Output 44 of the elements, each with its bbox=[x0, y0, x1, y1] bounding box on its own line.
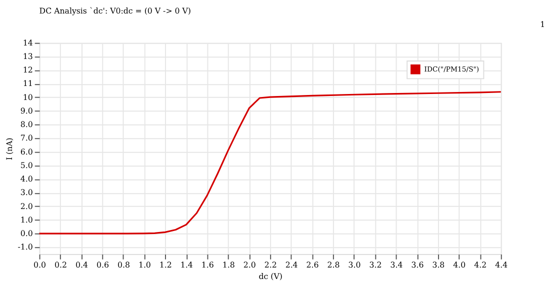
y-tick-label: 10 bbox=[22, 92, 33, 102]
x-tick-label: 1.4 bbox=[180, 260, 193, 270]
x-tick-label: 2.4 bbox=[285, 260, 298, 270]
x-tick-label: 0.2 bbox=[54, 260, 67, 270]
x-tick-label: 0.8 bbox=[117, 260, 130, 270]
y-tick-label: 1.0 bbox=[20, 215, 33, 224]
x-tick-label: 1.8 bbox=[222, 260, 235, 270]
x-tick-label: 4.4 bbox=[495, 260, 508, 270]
x-tick-label: 1.0 bbox=[138, 260, 151, 270]
x-axis-title: dc (V) bbox=[258, 272, 282, 282]
x-tick-label: 3.2 bbox=[369, 260, 382, 270]
x-tick-label: 3.4 bbox=[390, 260, 403, 270]
y-tick-label: 0.0 bbox=[20, 229, 33, 238]
x-tick-label: 3.8 bbox=[432, 260, 445, 270]
x-tick-label: 2.0 bbox=[243, 260, 256, 270]
x-tick-label: 0.0 bbox=[34, 260, 46, 270]
y-tick-label: 7.0 bbox=[20, 134, 33, 143]
x-tick-label: 2.6 bbox=[306, 260, 319, 270]
text: 1 bbox=[540, 20, 546, 30]
x-tick-label: 2.8 bbox=[327, 260, 340, 270]
x-tick-label: 1.2 bbox=[159, 260, 172, 270]
x-tick-label: 4.0 bbox=[453, 260, 466, 270]
x-tick-label: 1.6 bbox=[201, 260, 214, 270]
chart-title: DC Analysis `dc': V0:dc = (0 V -> 0 V) bbox=[39, 6, 191, 16]
y-tick-label: 3.0 bbox=[20, 188, 33, 198]
x-tick-label: 0.6 bbox=[96, 260, 109, 270]
y-tick-label: 9.0 bbox=[20, 106, 33, 116]
y-axis-title: I (nA) bbox=[4, 138, 14, 160]
y-tick-label: 11 bbox=[22, 79, 33, 88]
x-tick-label: 3.0 bbox=[348, 260, 361, 270]
y-tick-label: 8.0 bbox=[20, 120, 33, 130]
x-tick-label: 2.2 bbox=[264, 260, 277, 270]
y-tick-label: 14 bbox=[22, 38, 33, 48]
y-tick-label: 13 bbox=[22, 52, 33, 61]
y-tick-label: 4.0 bbox=[20, 174, 33, 184]
y-tick-label: 2.0 bbox=[20, 202, 33, 211]
x-tick-label: 4.2 bbox=[474, 260, 487, 270]
y-tick-label: 6.0 bbox=[20, 147, 33, 156]
y-tick-label: 12 bbox=[22, 66, 33, 75]
line-series bbox=[38, 91, 502, 234]
x-tick-label: 0.4 bbox=[76, 260, 88, 270]
y-tick-label: 5.0 bbox=[20, 160, 33, 170]
x-tick-label: 3.6 bbox=[411, 260, 424, 270]
y-tick-label: -1.0 bbox=[18, 242, 33, 252]
